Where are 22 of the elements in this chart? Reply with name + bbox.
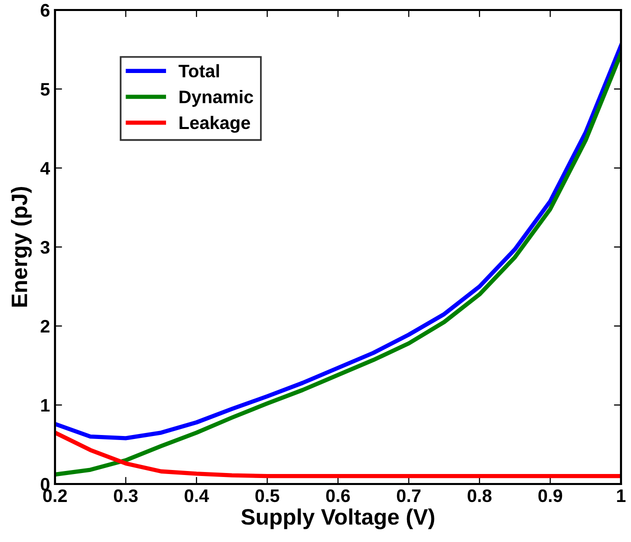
x-tick-label: 0.7: [396, 489, 421, 502]
legend-label: Total: [178, 64, 219, 78]
y-tick-label: 6: [40, 4, 50, 17]
x-tick-label: 0.2: [43, 489, 67, 502]
y-tick-label: 3: [40, 240, 50, 254]
y-tick-label: 4: [40, 162, 50, 175]
y-tick-label: 5: [40, 83, 50, 96]
x-tick-label: 0.3: [114, 489, 138, 502]
x-tick-label: 0.9: [538, 489, 562, 502]
y-axis-title: Energy (pJ): [10, 186, 32, 307]
y-tick-label: 0: [40, 478, 50, 491]
x-tick-label: 0.6: [326, 489, 350, 502]
x-axis-title: Supply Voltage (V): [241, 508, 434, 530]
legend-label: Leakage: [180, 116, 250, 133]
y-tick-label: 1: [41, 399, 50, 412]
legend-label: Dynamic: [180, 90, 254, 107]
x-tick-label: 1: [617, 490, 626, 502]
x-tick-label: 0.8: [468, 489, 492, 502]
line-series: [55, 430, 621, 478]
x-tick-label: 0.4: [184, 489, 209, 502]
y-tick-label: 2: [40, 320, 50, 333]
x-tick-label: 0.5: [255, 489, 280, 502]
